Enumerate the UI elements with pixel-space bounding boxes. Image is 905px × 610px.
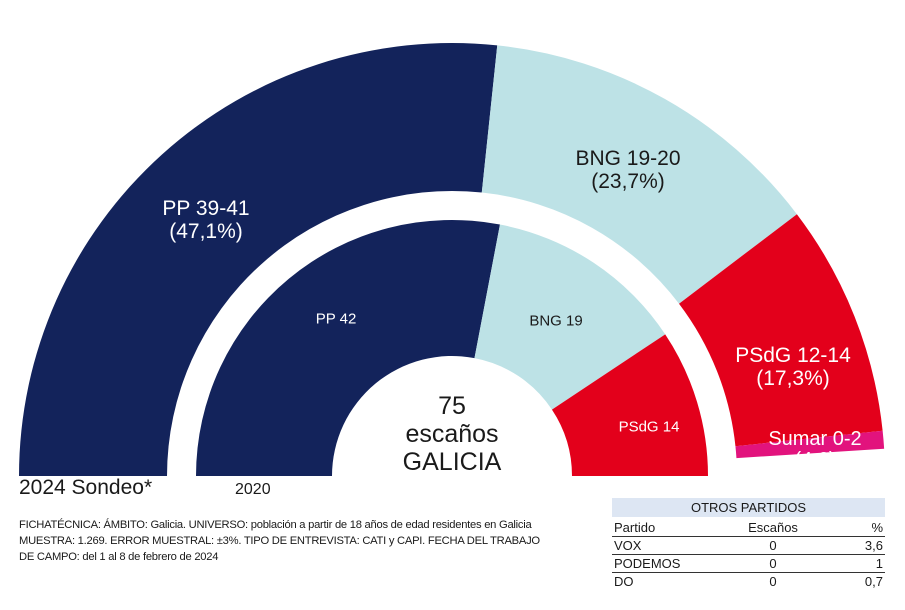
table-cell: 0,7 (810, 572, 885, 590)
seats-word: escaños (405, 420, 499, 448)
outer-ring-caption: 2024 Sondeo* (19, 476, 153, 499)
technical-sheet: FICHATÉCNICA: ÁMBITO: Galicia. UNIVERSO:… (19, 517, 594, 565)
table-row: PODEMOS 0 1 (612, 554, 885, 573)
table-cell: VOX (612, 536, 736, 555)
ficha-line-2: MUESTRA: 1.269. ERROR MUESTRAL: ±3%. TIP… (19, 535, 540, 547)
table-cell: PODEMOS (612, 554, 736, 573)
pp-2020-label: PP 42 (315, 310, 357, 328)
table-row: VOX 0 3,6 (612, 536, 885, 555)
column-header: % (871, 520, 883, 535)
table-cell: 0 (736, 572, 810, 590)
pp-2024-label: PP 39-41 (47,1%) (162, 197, 250, 243)
table-cell: 0 (736, 536, 810, 555)
outer-ring-2024 (19, 43, 885, 477)
center-total: 75 escaños GALICIA (403, 392, 502, 476)
inner-ring-2020 (196, 220, 708, 476)
inner-psdg-segment (551, 334, 708, 476)
table-cell: 1 (810, 554, 885, 573)
ficha-line-3: DE CAMPO: del 1 al 8 de febrero de 2024 (19, 551, 219, 563)
table-header-row: Partido Escaños % (612, 519, 885, 537)
region-name: GALICIA (402, 448, 502, 476)
outer-bng-segment (481, 45, 797, 304)
psdg-2024-label: PSdG 12-14 (17,3%) (735, 344, 851, 390)
ficha-line-1: FICHATÉCNICA: ÁMBITO: Galicia. UNIVERSO:… (19, 519, 532, 531)
column-header: Escaños (748, 520, 798, 535)
inner-pp-segment (196, 220, 500, 476)
other-parties-grid: Partido Escaños % VOX 0 3,6 PODEMOS 0 1 … (612, 519, 885, 590)
outer-sumar-segment (735, 430, 885, 459)
inner-bng-segment (474, 224, 666, 410)
table-row: DO 0 0,7 (612, 572, 885, 590)
outer-pp-segment (19, 43, 498, 477)
inner-ring-caption: 2020 (235, 481, 271, 498)
outer-psdg-segment (679, 214, 883, 447)
other-parties-title: OTROS PARTIDOS (612, 498, 885, 517)
total-seats: 75 (438, 392, 466, 420)
table-cell: 3,6 (810, 536, 885, 555)
sumar-2024-label: Sumar 0-2 (4,6) (768, 428, 862, 471)
table-cell: 0 (736, 554, 810, 573)
other-parties-table: OTROS PARTIDOS Partido Escaños % VOX 0 3… (612, 498, 885, 590)
psdg-2020-label: PSdG 14 (618, 418, 680, 436)
column-header: Partido (614, 520, 656, 535)
bng-2020-label: BNG 19 (529, 312, 583, 330)
table-cell: DO (612, 572, 736, 590)
bng-2024-label: BNG 19-20 (23,7%) (575, 147, 681, 193)
